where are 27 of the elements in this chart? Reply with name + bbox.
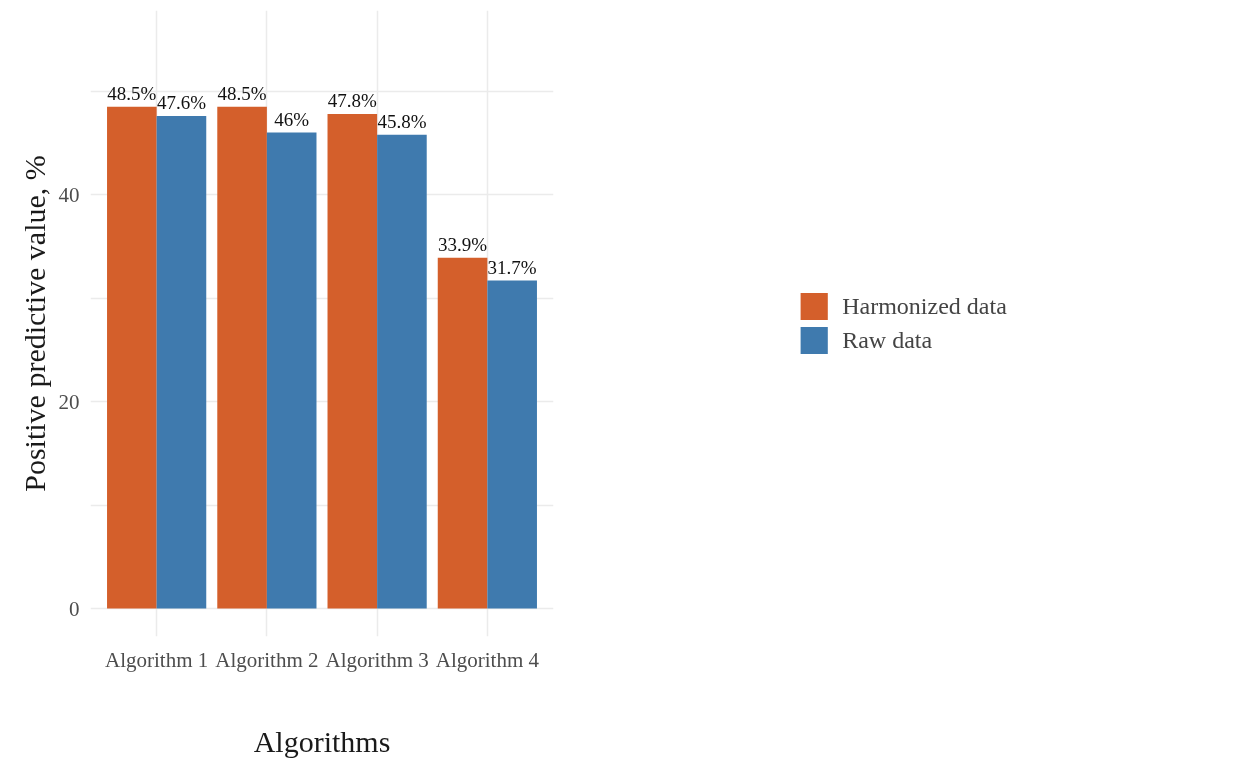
legend-label: Raw data <box>842 326 933 354</box>
data-label: 46% <box>274 108 310 130</box>
y-tick-label: 40 <box>58 182 80 207</box>
data-label: 48.5% <box>217 82 267 104</box>
x-tick-label: Algorithm 3 <box>325 647 429 672</box>
x-axis-title: Algorithms <box>253 724 391 758</box>
bar <box>487 280 537 609</box>
data-label: 48.5% <box>107 82 157 104</box>
y-tick-label: 20 <box>58 389 80 414</box>
data-label: 47.6% <box>156 92 207 114</box>
data-label: 45.8% <box>377 110 427 132</box>
x-tick-label: Algorithm 1 <box>105 647 209 672</box>
bar <box>107 106 157 609</box>
data-label: 47.8% <box>327 89 378 111</box>
x-tick-label: Algorithm 2 <box>215 647 319 672</box>
bar <box>377 134 427 609</box>
y-tick-label: 0 <box>69 596 80 621</box>
bar <box>156 116 207 609</box>
x-tick-label: Algorithm 4 <box>435 647 540 672</box>
bar <box>327 113 378 609</box>
data-label: 33.9% <box>438 233 488 255</box>
bar <box>217 106 267 609</box>
legend-label: Harmonized data <box>842 292 1007 320</box>
bar <box>437 257 488 609</box>
bar <box>266 132 317 609</box>
data-label: 31.7% <box>487 256 537 278</box>
y-axis-title: Positive predictive value, % <box>17 155 51 492</box>
